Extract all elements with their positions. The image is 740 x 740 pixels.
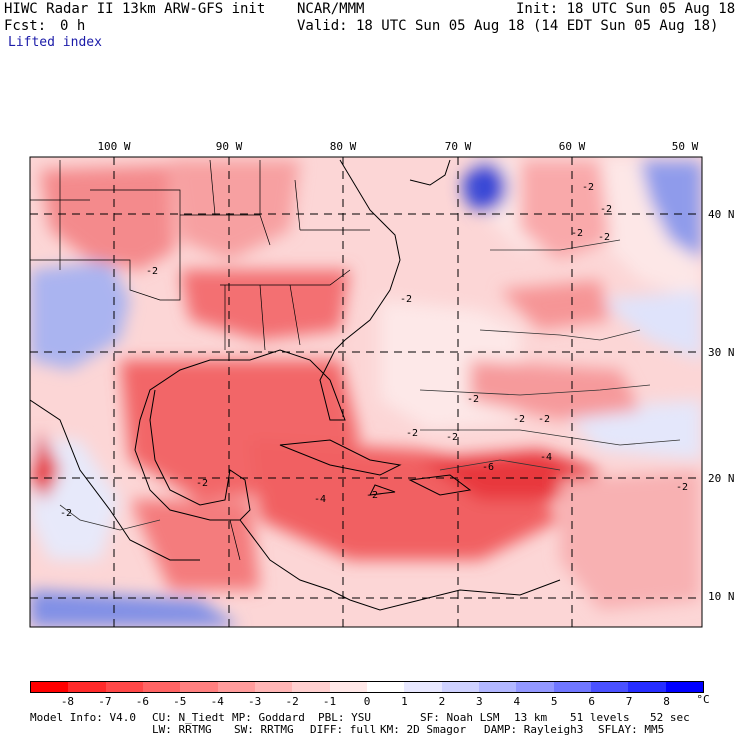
pbl-scheme: PBL: YSU [318, 711, 371, 724]
colorbar-tick-label: 5 [550, 695, 558, 708]
colorbar-tick-label: -8 [60, 695, 75, 708]
colorbar-swatch [217, 682, 255, 692]
contour-label: -4 [314, 494, 326, 505]
forecast-hour: 0 h [60, 18, 86, 34]
colorbar-swatch [404, 682, 442, 692]
forecast-label: Fcst: [4, 18, 47, 34]
time-step: 52 sec [650, 711, 690, 724]
contour-label: -2 [146, 266, 158, 277]
colorbar-tick-label: -2 [285, 695, 299, 708]
colorbar-tick-label: 1 [401, 695, 408, 708]
model-info: Model Info: V4.0 [30, 711, 136, 724]
map-frame [29, 156, 703, 628]
colorbar-tick-label: -4 [210, 695, 224, 708]
microphysics-scheme: MP: Goddard [232, 711, 305, 724]
colorbar-swatch [68, 682, 106, 692]
colorbar-tick-label: 8 [663, 695, 670, 708]
map-title: HIWC Radar II 13km ARW-GFS init [4, 1, 266, 17]
colorbar-swatch [590, 682, 629, 692]
cumulus-scheme: CU: N_Tiedt [152, 711, 225, 724]
contour-label: -2 [366, 490, 378, 501]
colorbar-swatch [142, 682, 181, 692]
lon-label: 80 W [330, 140, 357, 153]
colorbar-swatch [441, 682, 479, 692]
org-label: NCAR/MMM [297, 1, 365, 17]
colorbar-swatch [553, 682, 591, 692]
contour-label: -2 [598, 232, 610, 243]
colorbar-tick-label: 3 [476, 695, 483, 708]
diffusion: DIFF: full [310, 723, 377, 736]
longwave-scheme: LW: RRTMG [152, 723, 212, 736]
contour-label: -2 [400, 294, 412, 305]
contour-label: -2 [571, 228, 583, 239]
init-time: Init: 18 UTC Sun 05 Aug 18 [516, 1, 736, 17]
lat-label: 30 N [708, 346, 735, 359]
contour-label: -2 [582, 182, 594, 193]
lon-label: 90 W [216, 140, 243, 153]
colorbar [30, 681, 704, 693]
shortwave-scheme: SW: RRTMG [234, 723, 294, 736]
lat-label: 40 N [708, 208, 735, 221]
colorbar-tick-label: 6 [588, 695, 595, 708]
lon-label: 50 W [672, 140, 699, 153]
colorbar-tick-label: -5 [173, 695, 187, 708]
colorbar-swatch [628, 682, 666, 692]
contour-label: -2 [676, 482, 688, 493]
contour-label: -2 [513, 414, 525, 425]
shaded-field [30, 157, 702, 627]
colorbar-tick-label: -7 [98, 695, 112, 708]
field-name: Lifted index [8, 35, 102, 50]
colorbar-swatch [329, 682, 367, 692]
contours [59, 239, 681, 531]
contour-label: -6 [482, 462, 494, 473]
lat-label: 20 N [708, 472, 735, 485]
colorbar-swatch [366, 682, 405, 692]
contour-label: -2 [406, 428, 418, 439]
contour-label: -2 [446, 432, 458, 443]
surface-layer: SFLAY: MM5 [598, 723, 665, 736]
colorbar-tick-label: 0 [363, 695, 371, 708]
surface-scheme: SF: Noah LSM [420, 711, 500, 724]
colorbar-swatch [516, 682, 554, 692]
colorbar-tick-label: 7 [625, 695, 633, 708]
lat-label: 10 N [708, 590, 735, 603]
colorbar-tick-label: -1 [322, 695, 337, 708]
political-boundaries [30, 159, 370, 561]
colorbar-swatch [478, 682, 517, 692]
colorbar-tick-label: -6 [135, 695, 149, 708]
colorbar-swatch [180, 682, 218, 692]
km-option: KM: 2D Smagor [380, 723, 467, 736]
axis-labels: 100 W 90 W 80 W 70 W 60 W 50 W 40 N 30 N… [97, 140, 734, 603]
colorbar-swatch [665, 682, 703, 692]
contour-label: -2 [196, 478, 208, 489]
graticule [30, 157, 702, 627]
colorbar-tick-label: 2 [438, 695, 446, 708]
lon-label: 60 W [559, 140, 586, 153]
colorbar-swatch [105, 682, 143, 692]
contour-label: -2 [60, 508, 72, 519]
colorbar-swatch [254, 682, 293, 692]
contour-label: -2 [467, 394, 479, 405]
contour-label: -2 [538, 414, 550, 425]
colorbar-tick-label: -3 [248, 695, 262, 708]
vertical-levels: 51 levels [570, 711, 630, 724]
colorbar-unit: °C [696, 693, 710, 706]
contour-labels: -2 -2 -2 -2 -2 -2 -2 -2 -2 -2 -2 -2 -2 -… [60, 182, 688, 519]
colorbar-swatch [31, 682, 69, 692]
resolution: 13 km [514, 711, 548, 724]
colorbar-swatch [292, 682, 330, 692]
valid-time: Valid: 18 UTC Sun 05 Aug 18 (14 EDT Sun … [297, 18, 719, 34]
lon-label: 70 W [445, 140, 472, 153]
contour-label: -4 [540, 452, 552, 463]
colorbar-tick-label: 4 [513, 695, 521, 708]
lon-label: 100 W [97, 140, 130, 153]
coastlines [30, 159, 561, 611]
contour-label: -2 [600, 204, 612, 215]
damping-option: DAMP: Rayleigh3 [484, 723, 584, 736]
